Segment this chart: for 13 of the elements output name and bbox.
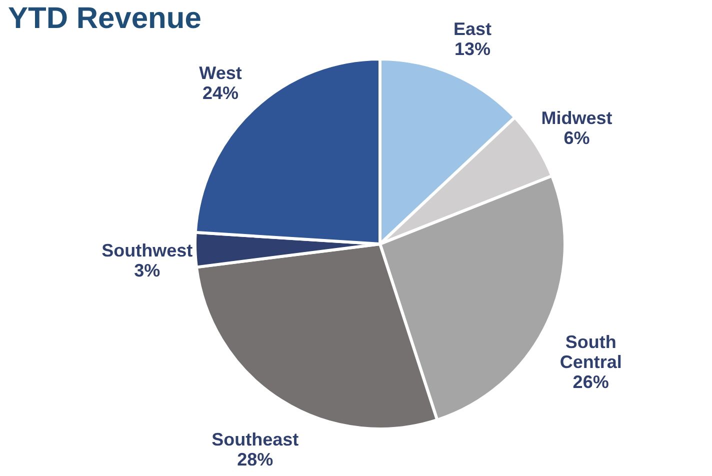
slice-label: South Central bbox=[560, 332, 622, 372]
slice-label: West bbox=[199, 63, 242, 84]
data-label: 6% bbox=[564, 128, 590, 148]
data-label: 13% bbox=[454, 39, 491, 60]
data-label: 28% bbox=[237, 450, 274, 470]
slice-label: Southeast bbox=[212, 430, 299, 450]
slice-label: Southwest bbox=[102, 240, 193, 260]
data-label: 3% bbox=[134, 260, 160, 280]
data-label: 26% bbox=[572, 372, 609, 392]
chart-title: YTD Revenue bbox=[8, 2, 202, 35]
data-label: 24% bbox=[202, 83, 239, 104]
slice-label: East bbox=[454, 19, 492, 40]
slice-label: Midwest bbox=[541, 108, 612, 128]
